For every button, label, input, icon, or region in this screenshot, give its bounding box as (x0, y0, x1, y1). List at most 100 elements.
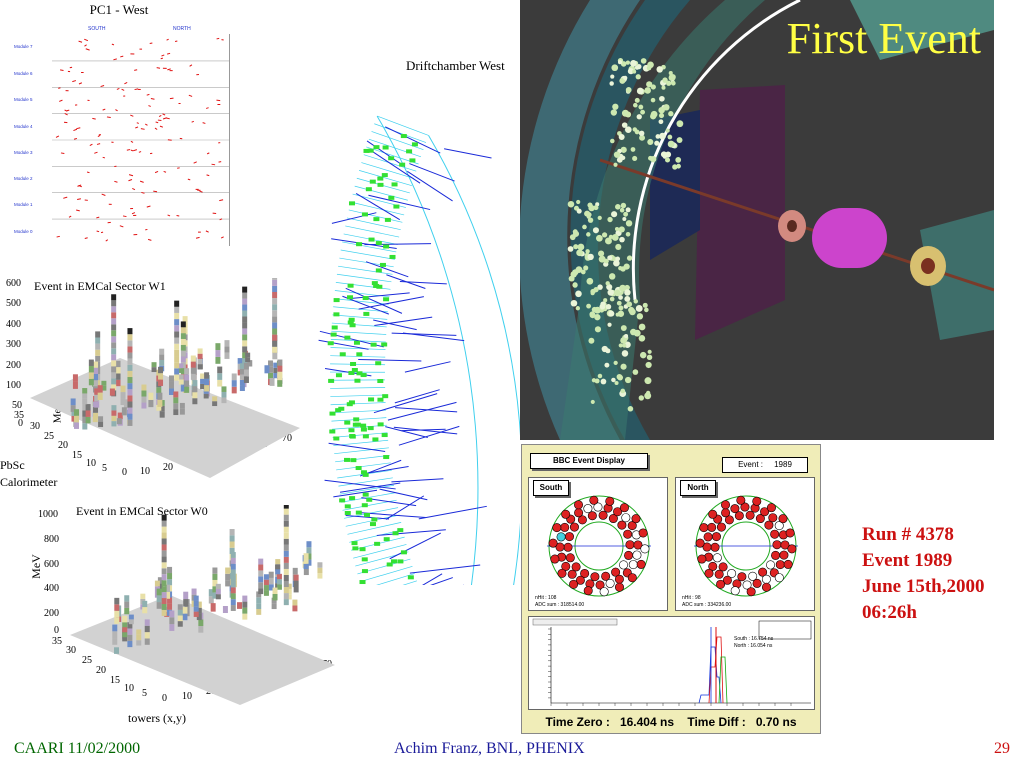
lego-tower (93, 367, 99, 374)
dc-track (391, 478, 444, 483)
pc1-hit (56, 235, 60, 238)
lego-tower (128, 614, 134, 620)
lego-tower (273, 367, 279, 374)
event-hit (590, 291, 595, 296)
bbc-pmt (761, 582, 771, 592)
lego-tower (193, 611, 199, 617)
lego-tower (230, 569, 236, 576)
pc1-north-label: NORTH (173, 26, 191, 32)
bbc-south-adc: ADC sum : 318514.00 (535, 602, 585, 608)
pc1-hit (120, 55, 124, 58)
dc-track (331, 212, 377, 224)
dc-track (368, 194, 431, 211)
lego-tower (82, 416, 88, 424)
lego-tower (154, 580, 160, 587)
bbc-pmt (695, 538, 705, 548)
lego-tower (184, 386, 190, 393)
pc1-hit (162, 117, 167, 120)
dc-hit (377, 422, 384, 427)
lego-tower (243, 369, 249, 377)
event-hit (663, 104, 670, 111)
dc-track (401, 428, 446, 432)
pc1-south-label: SOUTH (88, 26, 106, 32)
lego-tower (221, 386, 227, 392)
lego-tower (192, 398, 198, 405)
dc-wire (335, 454, 390, 463)
lego-tower (127, 622, 133, 629)
dc-hit (381, 342, 388, 347)
event-hit (615, 243, 622, 251)
bbc-pmt (746, 587, 756, 597)
dc-hit (367, 426, 374, 431)
pc1-hit (153, 190, 158, 193)
bbc-pmt (560, 522, 570, 532)
lego-tower (156, 588, 162, 596)
event-hit (670, 74, 676, 80)
pc1-hit (159, 125, 164, 128)
event-hit (644, 87, 651, 94)
lego-tower (283, 526, 289, 533)
event-hit (603, 298, 608, 303)
pc1-hit (160, 57, 164, 60)
pc1-hit (130, 140, 134, 143)
pc1-hit (102, 108, 106, 111)
lego-tower (277, 380, 283, 387)
event-hit (586, 277, 594, 285)
event-hit (624, 376, 632, 384)
event-hit (639, 351, 647, 359)
lego-tower (127, 340, 133, 347)
event-hit (591, 378, 597, 383)
lego-tower (276, 584, 282, 590)
depth-tick-label: 5 (102, 463, 107, 474)
y-tick-label: 200 (44, 608, 59, 619)
event-hit (587, 253, 594, 261)
lego-tower (114, 610, 120, 618)
dc-hit (369, 179, 376, 184)
event-hit (605, 303, 612, 310)
dc-hit (344, 420, 351, 425)
pc1-hit (145, 123, 148, 126)
lego-tower (111, 372, 117, 379)
lego-tower (95, 349, 101, 356)
pc1-hit (216, 37, 220, 40)
dc-track (394, 389, 440, 404)
event-hit (586, 303, 592, 309)
lego-tower (224, 340, 230, 347)
event-hit (575, 266, 583, 273)
lego-tower (161, 544, 167, 551)
lego-tower (190, 373, 196, 380)
dc-hit (389, 254, 396, 259)
lego-tower (174, 306, 180, 313)
dc-wire (402, 580, 418, 585)
dc-hit (375, 241, 382, 246)
event-hit (625, 207, 631, 213)
dc-hit (359, 547, 366, 552)
lego-tower (177, 621, 183, 627)
lego-tower (293, 586, 299, 593)
event-hit (621, 350, 629, 357)
dc-track (404, 361, 451, 373)
event-hit (646, 354, 653, 361)
lego-tower (136, 634, 142, 641)
bbc-south-pmt-ring (547, 495, 651, 597)
bbc-event-box: Event : 1989 (722, 457, 808, 473)
bbc-pmt (710, 542, 720, 552)
lego-tower (286, 594, 292, 600)
lego-tower (268, 584, 274, 591)
lego-tower (93, 373, 99, 381)
bbc-title-label: BBC Event Display (530, 453, 648, 469)
dc-wire (331, 330, 387, 335)
event-hit (575, 290, 582, 298)
bbc-pmt (552, 523, 562, 533)
bbc-pmt (748, 571, 758, 581)
bbc-pmt (752, 496, 762, 506)
lego-tower (208, 596, 214, 604)
bbc-time-summary: Time Zero : 16.404 ns Time Diff : 0.70 n… (522, 715, 820, 729)
pc1-hit (220, 236, 224, 239)
lego-tower (215, 583, 221, 589)
event-hit (658, 119, 664, 125)
lego-tower (230, 563, 236, 570)
event-hit (597, 215, 602, 221)
event-hit (634, 129, 640, 135)
event-hit (612, 103, 619, 110)
